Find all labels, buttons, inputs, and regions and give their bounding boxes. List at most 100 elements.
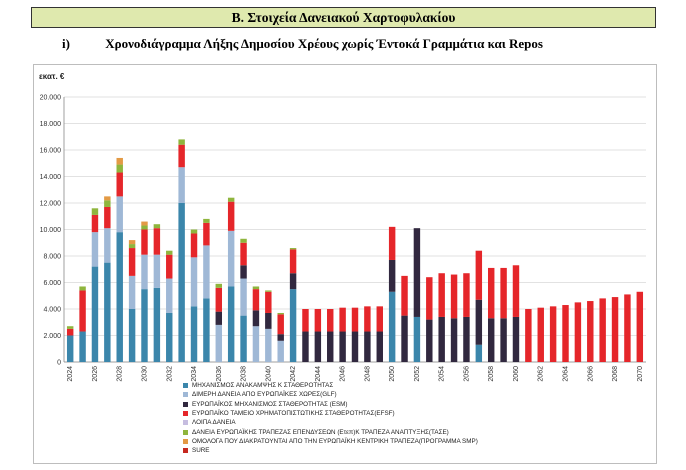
y-tick-label: 6.000 — [43, 280, 61, 287]
legend-item: ΕΥΡΩΠΑΪΚΟ ΤΑΜΕΙΟ ΧΡΗΜΑΤΟΠΙΣΤΩΤΙΚΗΣ ΣΤΑΘΕ… — [183, 409, 603, 418]
bar-segment — [153, 228, 161, 255]
bar-segment — [463, 273, 470, 317]
x-tick-label: 2042 — [290, 366, 297, 382]
bar-segment — [240, 278, 247, 316]
bar-segment — [327, 331, 334, 362]
bar-segment — [91, 208, 99, 215]
bar-segment — [450, 274, 458, 319]
bar-segment — [104, 196, 111, 201]
bar-segment — [240, 315, 247, 362]
bar-segment — [463, 316, 470, 362]
x-tick-label: 2038 — [241, 366, 248, 382]
bar-segment — [277, 340, 284, 362]
bar-segment — [215, 283, 223, 288]
bar-segment — [104, 200, 111, 207]
chart-frame: εκατ. € 0 2.000 4.000 6.000 8.000 10.000 12.000… — [33, 64, 657, 464]
bar-segment — [587, 301, 594, 362]
sub-heading-number: i) — [62, 36, 70, 51]
legend-swatch — [183, 392, 188, 398]
x-tick-label: 2056 — [463, 366, 470, 382]
bar-segment — [525, 309, 532, 362]
bar-segment — [537, 307, 544, 362]
bar-segment — [252, 310, 260, 327]
bar-segment — [450, 318, 458, 362]
bar-segment — [401, 275, 408, 316]
bar-segment — [128, 240, 136, 245]
bar-segment — [166, 312, 173, 362]
x-tick-label: 2060 — [513, 366, 520, 382]
bar-segment — [203, 298, 210, 362]
bar-segment — [314, 309, 322, 332]
bar-segment — [426, 319, 433, 362]
bar-segment — [388, 226, 396, 260]
bar-segment — [141, 289, 148, 362]
y-axis-label: εκατ. € — [39, 72, 65, 81]
bar-segment — [376, 306, 383, 332]
bar-segment — [128, 248, 136, 276]
bar-segment — [401, 315, 408, 362]
bar-segment — [302, 331, 309, 362]
bar-segment — [166, 278, 173, 313]
legend-label: ΔΙΜΕΡΗ ΔΑΝΕΙΑ ΑΠΟ ΕΥΡΩΠΑΪΚΕΣ ΧΩΡΕΣ(GLF) — [192, 391, 337, 399]
bar-segment — [388, 259, 396, 292]
bar-segment — [153, 224, 161, 229]
bar-segment — [265, 290, 272, 292]
bar-segment — [190, 257, 198, 307]
y-tick-label: 14.000 — [40, 174, 62, 181]
bar-segment — [240, 242, 247, 266]
legend-swatch — [183, 420, 188, 426]
legend-swatch — [183, 401, 188, 407]
bar-segment — [302, 309, 309, 332]
bar-segment — [66, 335, 74, 362]
bar-segment — [227, 201, 235, 231]
bar-segment — [277, 314, 284, 335]
bar-segment — [153, 287, 161, 362]
legend-label: ΜΗΧΑΝΙΣΜΟΣ ΑΝΑΚΑΜΨΗΣ Κ ΣΤΑΘΕΡΟΤΗΤΑΣ — [192, 382, 334, 390]
bar-segment — [574, 302, 582, 362]
bar-segment — [215, 324, 223, 362]
sub-heading: i) Χρονοδιάγραμμα Λήξης Δημοσίου Χρέους … — [62, 36, 543, 52]
bar-segment — [91, 232, 99, 267]
bar-segment — [153, 254, 161, 288]
bar-segment — [339, 331, 346, 362]
bar-segment — [104, 206, 111, 229]
legend-item: ΔΙΜΕΡΗ ΔΑΝΕΙΑ ΑΠΟ ΕΥΡΩΠΑΪΚΕΣ ΧΩΡΕΣ(GLF) — [183, 390, 603, 399]
bar-segment — [289, 289, 297, 362]
legend-label: ΟΜΟΛΟΓΑ ΠΟΥ ΔΙΑΚΡΑΤΟΥΝΤΑΙ ΑΠΟ ΤΗΝ ΕΥΡΩΠΑ… — [192, 437, 478, 445]
bar-segment — [364, 331, 371, 362]
y-tick-label: 12.000 — [40, 201, 62, 208]
bar-segment — [116, 196, 123, 233]
legend-label: ΔΑΝΕΙΑ ΕΥΡΩΠΑΪΚΗΣ ΤΡΑΠΕΖΑΣ ΕΠΕΝΔΥΣΕΩΝ (Ε… — [192, 428, 449, 436]
bar-segment — [500, 318, 507, 362]
bar-segment — [327, 309, 334, 332]
legend-item: ΜΗΧΑΝΙΣΜΟΣ ΑΝΑΚΑΜΨΗΣ Κ ΣΤΑΘΕΡΟΤΗΤΑΣ — [183, 381, 603, 390]
bar-segment — [289, 248, 297, 250]
bar-segment — [141, 254, 148, 290]
bar-segment — [141, 221, 148, 226]
bar-segment — [91, 266, 99, 362]
legend-label: ΛΟΙΠΑ ΔΑΝΕΙΑ — [192, 419, 236, 427]
legend-swatch — [183, 383, 188, 389]
x-tick-label: 2048 — [364, 366, 371, 382]
bar-segment — [636, 291, 644, 362]
bar-segment — [289, 273, 297, 290]
bar-segment — [475, 250, 483, 300]
legend-label: ΕΥΡΩΠΑΪΚΟΣ ΜΗΧΑΝΙΣΜΟΣ ΣΤΑΘΕΡΟΤΗΤΑΣ (ESM) — [192, 400, 348, 408]
x-tick-label: 2066 — [587, 366, 594, 382]
bar-segment — [203, 222, 210, 246]
legend-swatch — [183, 438, 188, 444]
chart-legend: ΜΗΧΑΝΙΣΜΟΣ ΑΝΑΚΑΜΨΗΣ Κ ΣΤΑΘΕΡΟΤΗΤΑΣ ΔΙΜΕΡ… — [183, 381, 603, 455]
x-tick-label: 2026 — [92, 366, 99, 382]
bar-segment — [104, 228, 111, 263]
bar-segment — [79, 286, 86, 291]
x-tick-label: 2030 — [141, 366, 148, 382]
bar-segment — [227, 286, 235, 362]
legend-swatch — [183, 411, 188, 417]
x-tick-label: 2064 — [563, 366, 570, 382]
y-tick-label: 16.000 — [40, 148, 62, 155]
legend-item: SURE — [183, 446, 603, 455]
bar-segment — [203, 245, 210, 299]
bar-segment — [252, 289, 260, 311]
bar-segment — [141, 229, 148, 255]
bar-segment — [116, 164, 123, 173]
